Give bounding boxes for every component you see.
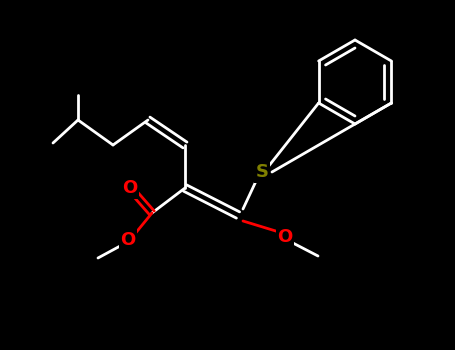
Text: O: O — [122, 179, 137, 197]
Text: S: S — [256, 163, 268, 181]
Text: O: O — [121, 231, 136, 249]
Text: O: O — [278, 228, 293, 246]
